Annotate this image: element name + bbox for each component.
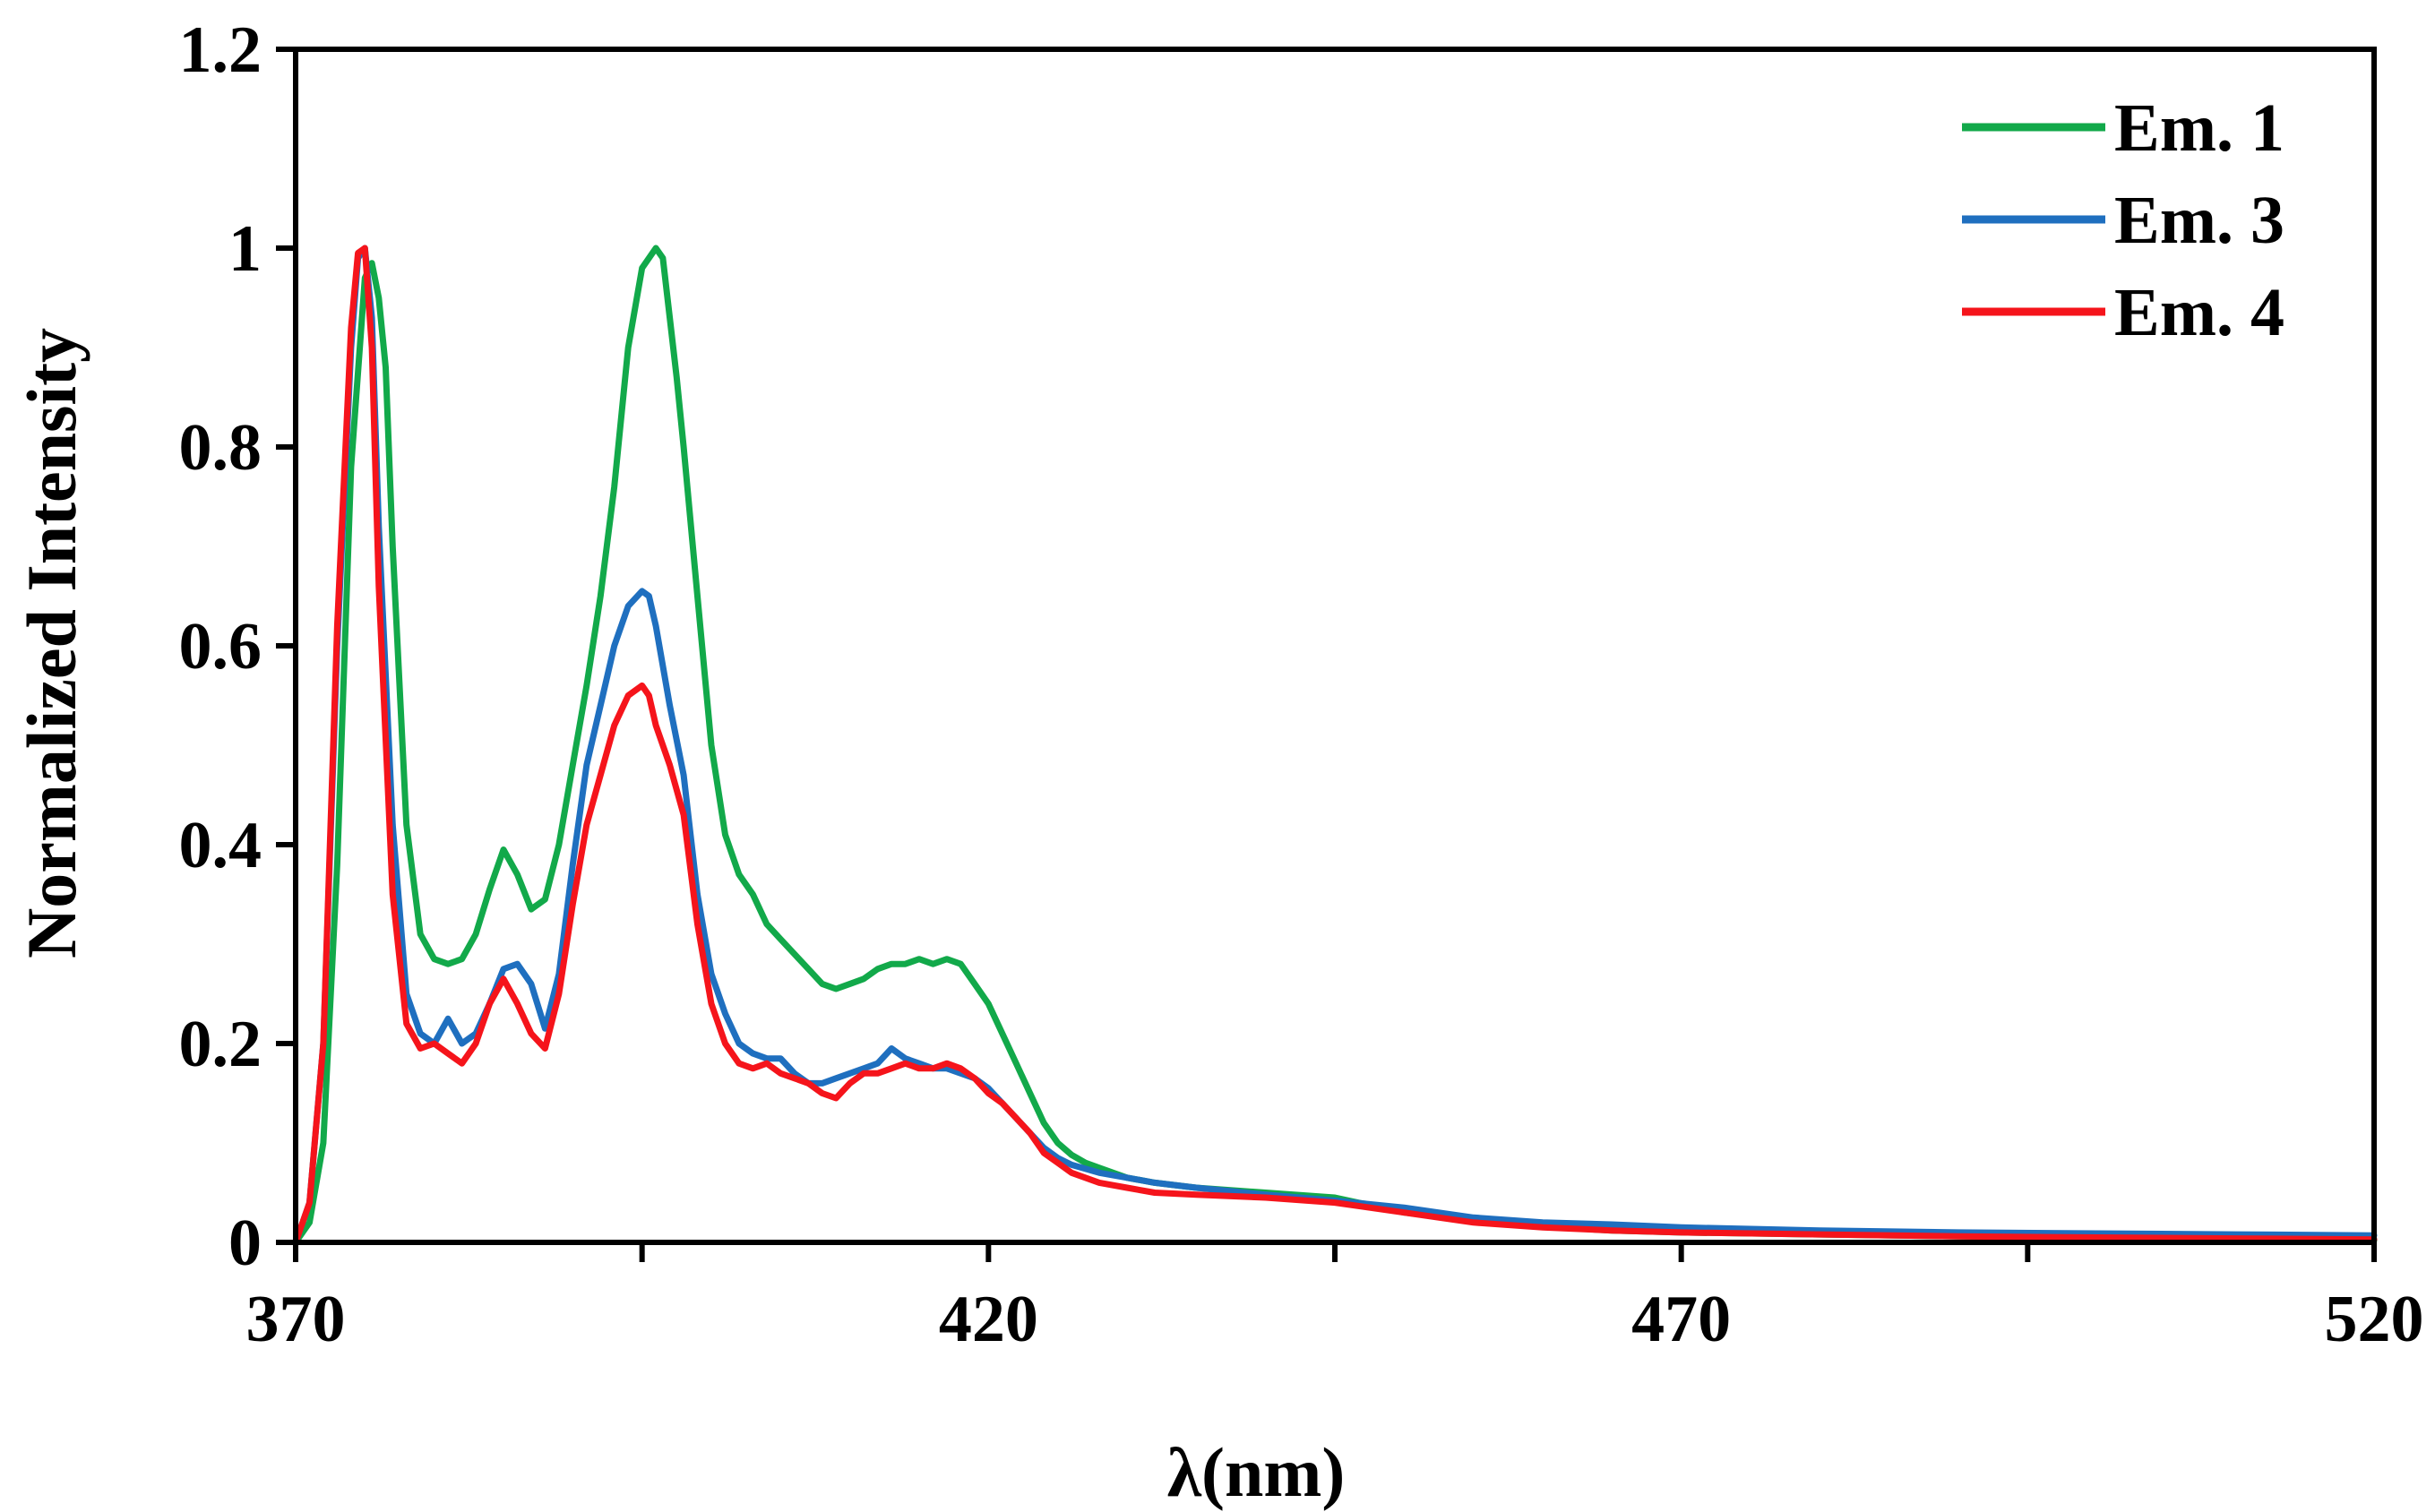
y-tick-label: 0.4 (179, 809, 262, 882)
plot-frame (293, 47, 2377, 1245)
plot-layer (292, 245, 2378, 1246)
series-line-em-4 (292, 245, 2378, 1246)
y-tick-label: 0.8 (179, 411, 262, 485)
y-tick-label: 0.2 (179, 1008, 262, 1081)
y-axis-title: Normalized Intensity (13, 328, 90, 958)
series-line-em-3 (292, 245, 2378, 1246)
y-tick-label: 1.2 (179, 13, 262, 87)
y-tick-label: 0 (228, 1207, 262, 1280)
x-tick-label: 470 (1631, 1283, 1731, 1356)
legend-label: Em. 4 (2114, 275, 2284, 350)
y-tick-label: 0.6 (179, 610, 262, 683)
x-tick-label: 420 (939, 1283, 1038, 1356)
axes-layer: 370 420 470 520 0 0.2 0.4 0.6 0.8 1 1.2 (179, 13, 2424, 1356)
legend-label: Em. 3 (2114, 183, 2284, 258)
y-tick-label: 1 (228, 212, 262, 286)
x-tick-label: 370 (246, 1283, 346, 1356)
x-axis-title: λ(nm) (1167, 1433, 1346, 1511)
x-tick-label: 520 (2325, 1283, 2424, 1356)
legend-label: Em. 1 (2114, 90, 2284, 166)
legend: Em. 1 Em. 3 Em. 4 (1962, 90, 2284, 350)
